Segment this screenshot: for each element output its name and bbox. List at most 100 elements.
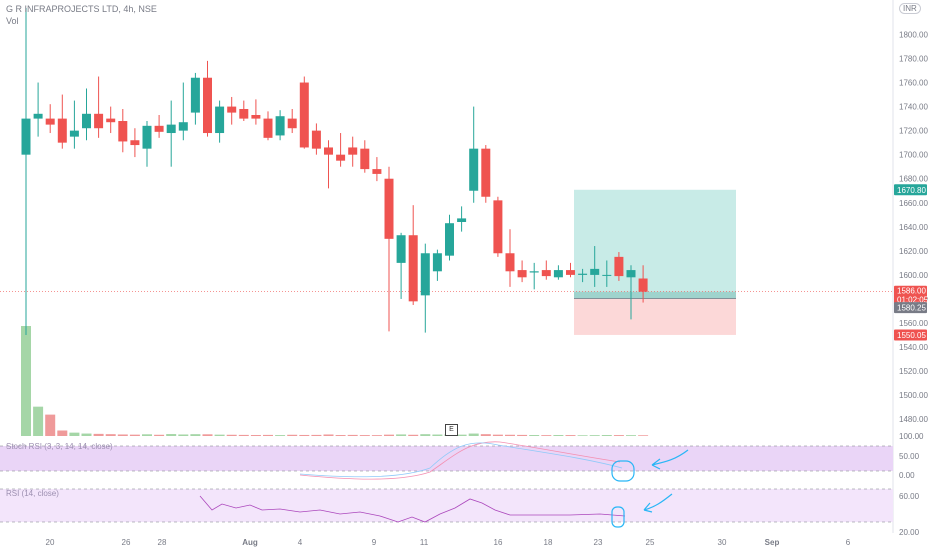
candle-body bbox=[190, 77, 200, 113]
candle-body bbox=[178, 122, 188, 131]
candle-body bbox=[45, 118, 55, 125]
countdown-tag: 01:02:05 bbox=[897, 296, 929, 305]
candle bbox=[590, 246, 600, 287]
candle-body bbox=[372, 169, 382, 174]
price-tick-label: 1740.00 bbox=[899, 103, 928, 112]
candle-body bbox=[251, 115, 261, 119]
stop-price-tag: 1550.05 bbox=[897, 331, 926, 340]
candle-body bbox=[130, 140, 140, 146]
price-tick-label: 1720.00 bbox=[899, 127, 928, 136]
candle bbox=[614, 252, 624, 281]
candle bbox=[372, 157, 382, 182]
candle bbox=[311, 123, 321, 155]
earnings-marker-icon[interactable]: E bbox=[445, 424, 458, 436]
candle-body bbox=[311, 130, 321, 149]
volume-bar bbox=[275, 435, 286, 436]
candle bbox=[82, 88, 91, 141]
rsi-line bbox=[199, 495, 626, 523]
candle bbox=[203, 60, 212, 137]
time-tick-label: 11 bbox=[420, 538, 429, 547]
candle bbox=[541, 260, 551, 280]
volume-legend: Vol bbox=[6, 16, 19, 26]
volume-bar bbox=[81, 433, 92, 436]
time-tick-label: Sep bbox=[765, 538, 780, 547]
candle bbox=[505, 229, 515, 287]
rsi-pane bbox=[0, 489, 893, 522]
time-tick-label: 18 bbox=[544, 538, 553, 547]
candle bbox=[481, 145, 491, 203]
volume-bar bbox=[202, 434, 213, 436]
volume-bar bbox=[335, 435, 346, 436]
volume-bar bbox=[129, 434, 140, 436]
candle bbox=[287, 108, 297, 134]
candle-body bbox=[590, 268, 600, 275]
price-tick-label: 1660.00 bbox=[899, 199, 928, 208]
volume-bar bbox=[541, 435, 552, 436]
candle bbox=[45, 104, 55, 134]
symbol-title: G R INFRAPROJECTS LTD, 4h, NSE bbox=[6, 4, 157, 14]
stoch-tick-label: 0.00 bbox=[899, 471, 915, 480]
candle-body bbox=[21, 118, 31, 155]
volume-bar bbox=[45, 414, 56, 436]
candle-body bbox=[566, 270, 575, 275]
volume-bar bbox=[105, 434, 116, 436]
rsi-tick-label: 20.00 bbox=[899, 528, 920, 537]
stoch-k-line bbox=[299, 442, 623, 478]
volume-bar bbox=[432, 434, 443, 436]
candle bbox=[142, 121, 152, 167]
candle bbox=[239, 100, 249, 122]
candle bbox=[251, 99, 261, 125]
candle-body bbox=[203, 77, 212, 134]
target-price-tag-bg bbox=[894, 184, 927, 196]
candle bbox=[517, 260, 527, 283]
stoch-rsi-pane bbox=[0, 446, 893, 471]
candle-body bbox=[457, 218, 467, 222]
candle-body bbox=[142, 125, 152, 149]
candle-body bbox=[614, 256, 624, 277]
candle bbox=[190, 72, 200, 125]
candle-body bbox=[602, 274, 612, 276]
entry-price-tag: 1580.25 bbox=[897, 304, 926, 313]
time-tick-label: 28 bbox=[158, 538, 167, 547]
volume-bar bbox=[359, 435, 370, 436]
volume-bar bbox=[142, 434, 152, 436]
currency-badge[interactable]: INR bbox=[899, 3, 921, 14]
volume-bar bbox=[601, 435, 612, 436]
time-tick-label: 20 bbox=[46, 538, 55, 547]
volume-bar bbox=[529, 435, 540, 436]
volume-bar bbox=[577, 435, 588, 436]
candle-body bbox=[529, 271, 539, 273]
candle bbox=[553, 265, 563, 280]
volume-bar bbox=[69, 432, 80, 436]
stoch-d-line bbox=[299, 441, 621, 480]
candle-body bbox=[553, 270, 563, 278]
candle bbox=[324, 140, 333, 189]
time-tick-label: 6 bbox=[846, 538, 851, 547]
volume-bar bbox=[492, 434, 503, 436]
candle bbox=[348, 136, 358, 167]
volume-bar bbox=[565, 435, 576, 436]
candle-body bbox=[275, 116, 285, 136]
candle-body bbox=[287, 118, 297, 129]
volume-bar bbox=[311, 434, 322, 436]
volume-bar bbox=[33, 406, 44, 436]
candle bbox=[227, 96, 237, 125]
price-tick-label: 1760.00 bbox=[899, 79, 928, 88]
volume-bar bbox=[323, 434, 334, 436]
candle bbox=[626, 265, 636, 320]
volume-bar bbox=[626, 435, 636, 436]
volume-bar bbox=[93, 433, 104, 436]
price-tick-label: 1640.00 bbox=[899, 223, 928, 232]
candle bbox=[432, 249, 442, 281]
volume-bar bbox=[638, 435, 649, 436]
time-tick-label: 25 bbox=[646, 538, 655, 547]
volume-bar bbox=[166, 434, 177, 436]
candle-body bbox=[57, 118, 67, 143]
stoch-arrow-annotation bbox=[651, 449, 689, 470]
volume-bar bbox=[480, 434, 491, 436]
price-tick-label: 1540.00 bbox=[899, 343, 928, 352]
current-price-tag-bg bbox=[894, 285, 927, 306]
candle bbox=[154, 115, 164, 138]
